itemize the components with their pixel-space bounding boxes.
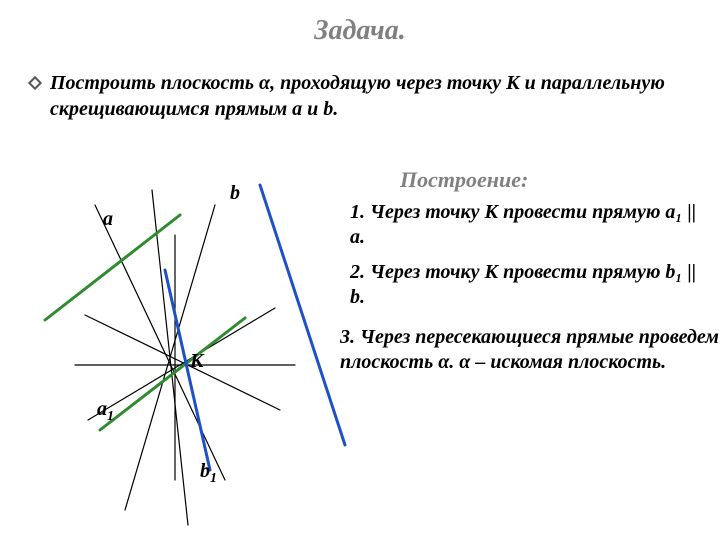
label-a: а <box>103 208 113 231</box>
label-a1: а1 <box>97 398 114 425</box>
diagram-svg <box>20 170 350 530</box>
bullet-icon <box>28 76 42 90</box>
construction-heading: Построение: <box>400 167 528 193</box>
label-b: b <box>230 182 240 205</box>
step-2: 2. Через точку К провести прямую b₁ || b… <box>350 260 710 310</box>
geometry-diagram: а b а1 b1 К <box>20 170 340 530</box>
step-1: 1. Через точку К провести прямую а₁ || а… <box>350 200 710 250</box>
label-K: К <box>190 350 204 373</box>
step-3: 3. Через пересекающиеся прямые проведем … <box>340 325 720 375</box>
problem-title: Задача. <box>0 15 720 47</box>
problem-statement: Построить плоскость α, проходящую через … <box>50 70 670 122</box>
label-b1: b1 <box>200 460 217 487</box>
